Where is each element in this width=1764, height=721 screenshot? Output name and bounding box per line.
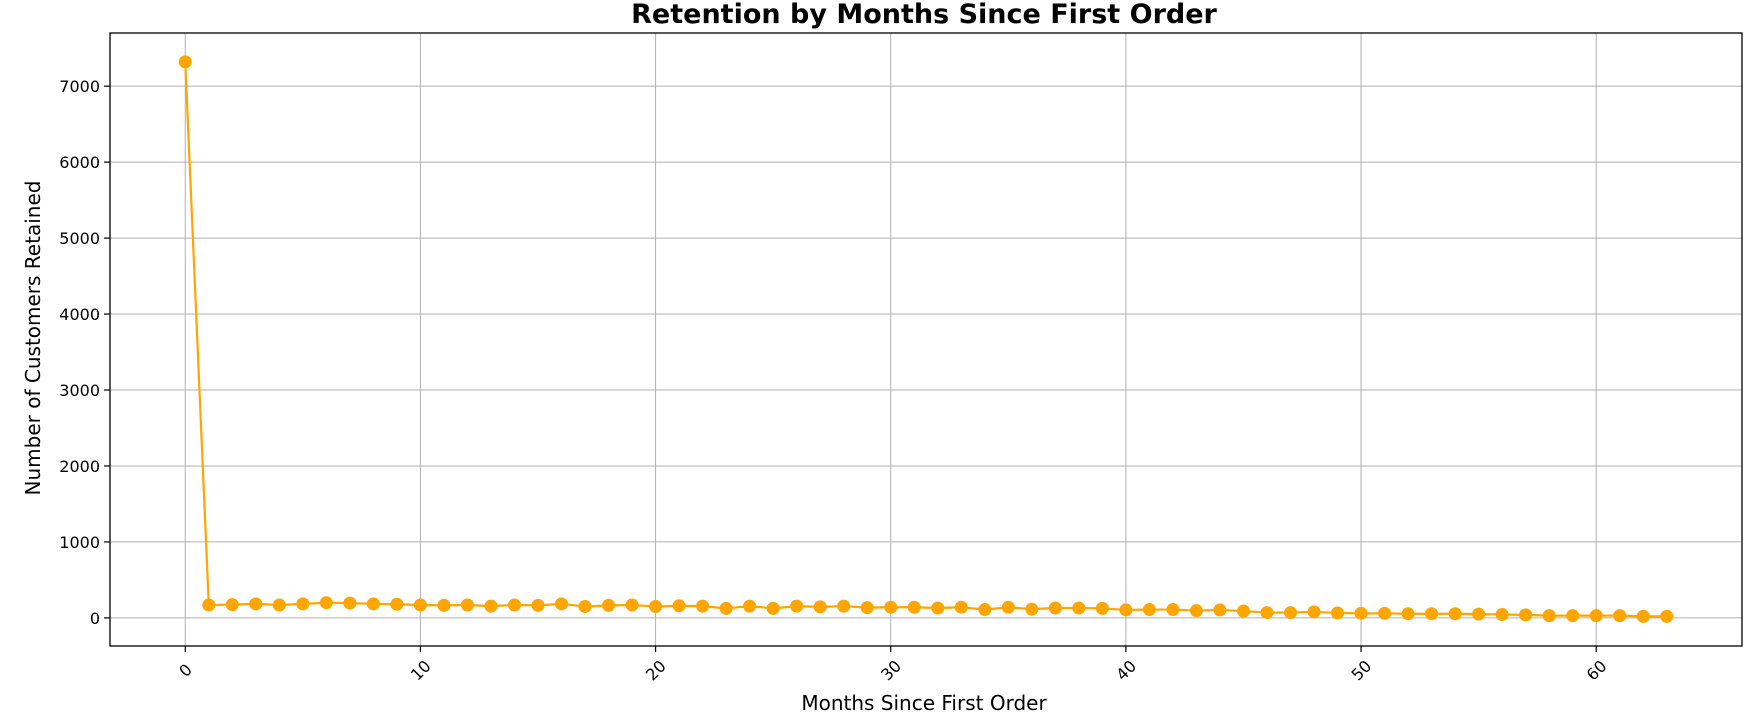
data-point-month-11 <box>437 599 450 612</box>
data-point-month-49 <box>1331 606 1344 619</box>
data-point-month-32 <box>931 602 944 615</box>
data-point-month-23 <box>720 602 733 615</box>
data-point-month-38 <box>1072 602 1085 615</box>
data-point-month-47 <box>1284 606 1297 619</box>
data-point-month-25 <box>767 602 780 615</box>
data-point-month-12 <box>461 598 474 611</box>
data-point-month-37 <box>1049 602 1062 615</box>
data-point-month-26 <box>790 600 803 613</box>
data-point-month-30 <box>884 601 897 614</box>
data-point-month-8 <box>367 597 380 610</box>
data-point-month-48 <box>1308 605 1321 618</box>
y-tick-label: 7000 <box>59 77 100 96</box>
data-point-month-62 <box>1637 610 1650 623</box>
data-point-month-45 <box>1237 605 1250 618</box>
data-point-month-20 <box>649 600 662 613</box>
data-point-month-15 <box>531 599 544 612</box>
data-point-month-39 <box>1096 602 1109 615</box>
data-point-month-63 <box>1660 610 1673 623</box>
data-point-month-28 <box>837 600 850 613</box>
data-point-month-14 <box>508 598 521 611</box>
data-point-month-9 <box>390 598 403 611</box>
data-point-month-42 <box>1166 603 1179 616</box>
data-point-month-2 <box>226 598 239 611</box>
data-point-month-58 <box>1543 609 1556 622</box>
data-point-month-59 <box>1566 609 1579 622</box>
data-point-month-57 <box>1519 608 1532 621</box>
data-point-month-50 <box>1355 607 1368 620</box>
data-point-month-29 <box>861 601 874 614</box>
data-point-month-46 <box>1260 606 1273 619</box>
data-point-month-3 <box>249 597 262 610</box>
y-tick-label: 3000 <box>59 381 100 400</box>
data-point-month-33 <box>955 601 968 614</box>
data-point-month-54 <box>1449 607 1462 620</box>
data-point-month-52 <box>1402 607 1415 620</box>
data-point-month-44 <box>1213 603 1226 616</box>
data-point-month-16 <box>555 597 568 610</box>
data-point-month-40 <box>1119 603 1132 616</box>
data-point-month-0 <box>179 55 192 68</box>
data-point-month-5 <box>296 597 309 610</box>
data-point-month-18 <box>602 599 615 612</box>
data-point-month-7 <box>343 597 356 610</box>
y-tick-label: 4000 <box>59 305 100 324</box>
x-axis-label: Months Since First Order <box>801 691 1047 715</box>
y-tick-label: 5000 <box>59 229 100 248</box>
data-point-month-27 <box>814 600 827 613</box>
data-point-month-36 <box>1025 603 1038 616</box>
data-point-month-56 <box>1496 608 1509 621</box>
data-point-month-13 <box>484 600 497 613</box>
data-point-month-19 <box>626 598 639 611</box>
data-point-month-24 <box>743 600 756 613</box>
data-point-month-61 <box>1613 609 1626 622</box>
y-tick-label: 6000 <box>59 153 100 172</box>
data-point-month-55 <box>1472 608 1485 621</box>
y-tick-label: 0 <box>90 609 100 628</box>
data-point-month-35 <box>1002 601 1015 614</box>
y-tick-label: 1000 <box>59 533 100 552</box>
data-point-month-53 <box>1425 607 1438 620</box>
data-point-month-31 <box>908 601 921 614</box>
y-tick-label: 2000 <box>59 457 100 476</box>
data-point-month-51 <box>1378 607 1391 620</box>
data-point-month-17 <box>579 600 592 613</box>
data-point-month-43 <box>1190 604 1203 617</box>
data-point-month-10 <box>414 598 427 611</box>
data-point-month-22 <box>696 600 709 613</box>
data-point-month-21 <box>673 599 686 612</box>
data-point-month-34 <box>978 603 991 616</box>
data-point-month-60 <box>1590 609 1603 622</box>
y-axis-label: Number of Customers Retained <box>21 181 45 496</box>
data-point-month-6 <box>320 596 333 609</box>
data-point-month-4 <box>273 598 286 611</box>
chart-title: Retention by Months Since First Order <box>631 0 1217 30</box>
data-point-month-41 <box>1143 603 1156 616</box>
data-point-month-1 <box>202 598 215 611</box>
